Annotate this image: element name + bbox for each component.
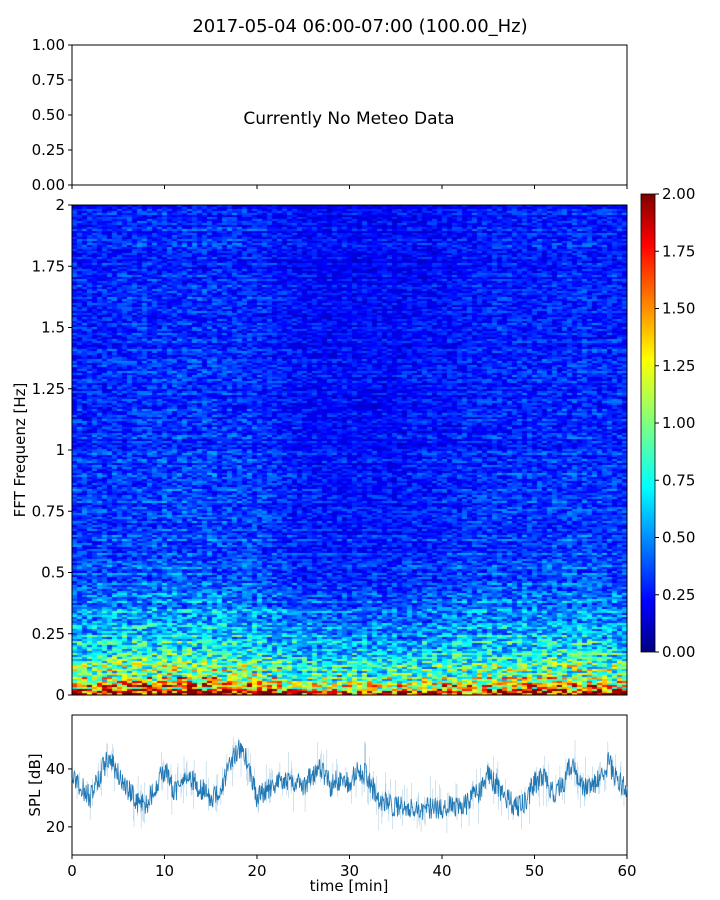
spectrogram-ytick-label: 0.5 <box>41 564 65 582</box>
meteo-ytick-label: 1.00 <box>32 36 65 54</box>
colorbar <box>640 193 656 653</box>
spectrogram-ytick-label: 1 <box>55 441 65 459</box>
spl-ytick-label: 20 <box>46 818 65 836</box>
spectrogram-ytick-label: 1.75 <box>32 257 65 275</box>
colorbar-tick-label: 1.25 <box>662 357 695 375</box>
meteo-ytick-label: 0.75 <box>32 71 65 89</box>
colorbar-tick-label: 0.25 <box>662 586 695 604</box>
spectrogram-heatmap <box>72 205 627 695</box>
spectrogram-ylabel: FFT Frequenz [Hz] <box>11 383 29 518</box>
meteo-ytick-label: 0.25 <box>32 141 65 159</box>
colorbar-tick-label: 1.75 <box>662 242 695 260</box>
figure-title: 2017-05-04 06:00-07:00 (100.00_Hz) <box>192 16 527 37</box>
spl-xtick-label: 20 <box>247 862 266 880</box>
spectrogram-ytick-label: 0 <box>55 686 65 704</box>
meteo-ytick-label: 0.00 <box>32 176 65 194</box>
colorbar-tick-label: 0.00 <box>662 643 695 661</box>
spectrogram-ytick-label: 2 <box>55 196 65 214</box>
spl-xtick-label: 30 <box>340 862 359 880</box>
colorbar-tick-label: 0.50 <box>662 529 695 547</box>
spl-series-line <box>71 739 628 820</box>
spl-xtick-label: 0 <box>67 862 77 880</box>
spl-ylabel: SPL [dB] <box>26 753 44 816</box>
no-meteo-annotation: Currently No Meteo Data <box>243 109 454 129</box>
spl-xtick-label: 60 <box>617 862 636 880</box>
spl-xtick-label: 40 <box>432 862 451 880</box>
colorbar-tick-label: 2.00 <box>662 185 695 203</box>
colorbar-tick-label: 1.50 <box>662 300 695 318</box>
spl-ytick-label: 40 <box>46 760 65 778</box>
spectrogram-ytick-label: 0.25 <box>32 625 65 643</box>
spl-xlabel: time [min] <box>310 877 389 895</box>
spectrogram-ytick-label: 0.75 <box>32 502 65 520</box>
spectrogram-ytick-label: 1.25 <box>32 380 65 398</box>
colorbar-tick-label: 0.75 <box>662 471 695 489</box>
spl-xtick-label: 50 <box>525 862 544 880</box>
meteo-ytick-label: 0.50 <box>32 106 65 124</box>
spl-xtick-label: 10 <box>155 862 174 880</box>
colorbar-tick-label: 1.00 <box>662 414 695 432</box>
spectrogram-ytick-label: 1.5 <box>41 319 65 337</box>
